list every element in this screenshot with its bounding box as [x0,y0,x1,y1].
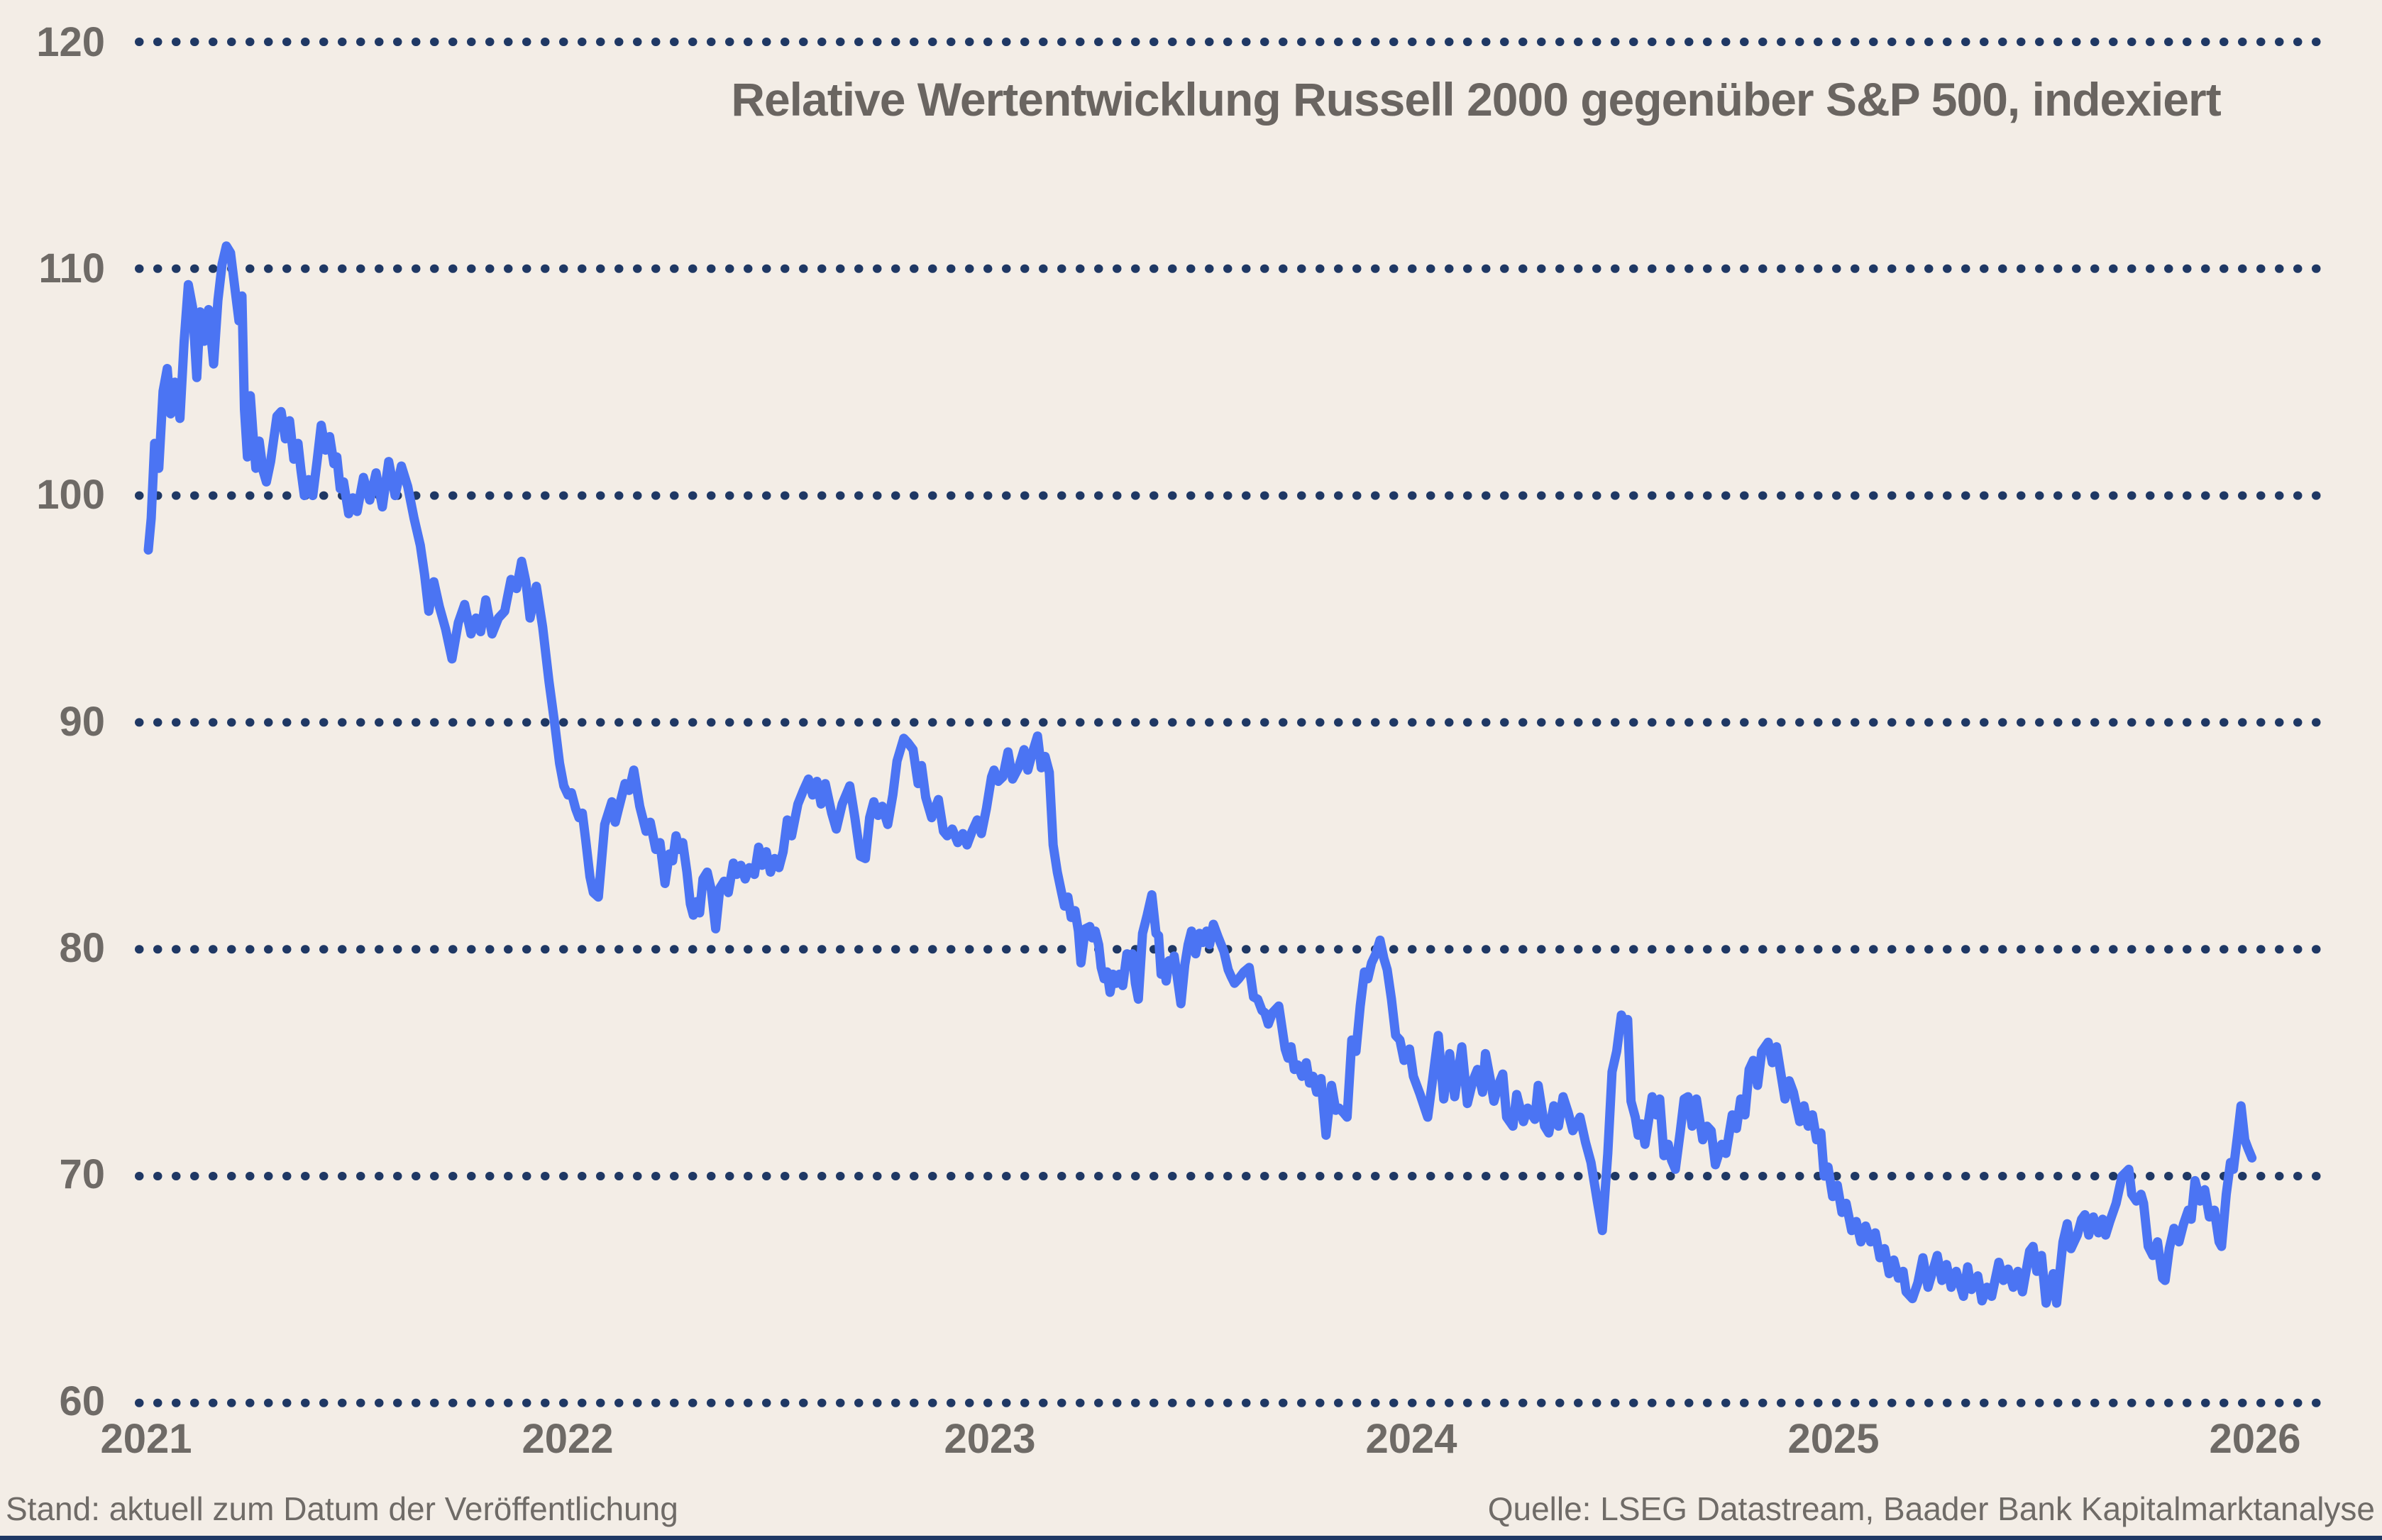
y-axis-label-120: 120 [36,19,105,65]
source-note: Quelle: LSEG Datastream, Baader Bank Kap… [1487,1490,2375,1527]
status-note: Stand: aktuell zum Datum der Veröffentli… [6,1490,678,1527]
x-axis-label-2022: 2022 [522,1416,614,1462]
x-axis-label-2023: 2023 [944,1416,1036,1462]
x-axis-label-2021: 2021 [100,1416,192,1462]
x-axis-label-2025: 2025 [1787,1416,1880,1462]
y-axis-label-70: 70 [59,1151,105,1197]
y-axis-label-100: 100 [36,472,105,518]
y-axis-label-90: 90 [59,699,105,745]
x-axis-label-2026: 2026 [2209,1416,2301,1462]
series-line [143,241,2257,1308]
y-axis-label-110: 110 [38,245,105,292]
y-axis-label-80: 80 [59,925,105,971]
chart-title: Relative Wertentwicklung Russell 2000 ge… [731,73,2221,126]
y-axis-label-60: 60 [59,1378,105,1424]
x-axis-label-2024: 2024 [1365,1416,1457,1462]
bottom-divider [0,1536,2382,1540]
